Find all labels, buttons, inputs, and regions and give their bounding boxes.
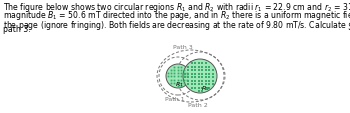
Text: $R_2$: $R_2$ (201, 84, 209, 93)
Text: Path 3: Path 3 (173, 45, 193, 50)
Text: the page (ignore fringing). Both fields are decreasing at the rate of 9.80 mT/s.: the page (ignore fringing). Both fields … (3, 17, 350, 33)
Text: Path 2: Path 2 (188, 102, 208, 107)
Circle shape (166, 64, 190, 88)
Text: Path 1: Path 1 (165, 96, 185, 101)
Circle shape (183, 59, 217, 93)
Text: $R_1$: $R_1$ (175, 80, 183, 89)
Text: path 3.: path 3. (3, 25, 31, 34)
Text: magnitude $B_1$ = 50.6 mT directed into the page, and in $R_2$ there is a unifor: magnitude $B_1$ = 50.6 mT directed into … (3, 9, 350, 22)
Text: The figure below shows two circular regions $R_1$ and $R_2$ with radii $r_1$ = 2: The figure below shows two circular regi… (3, 1, 350, 14)
